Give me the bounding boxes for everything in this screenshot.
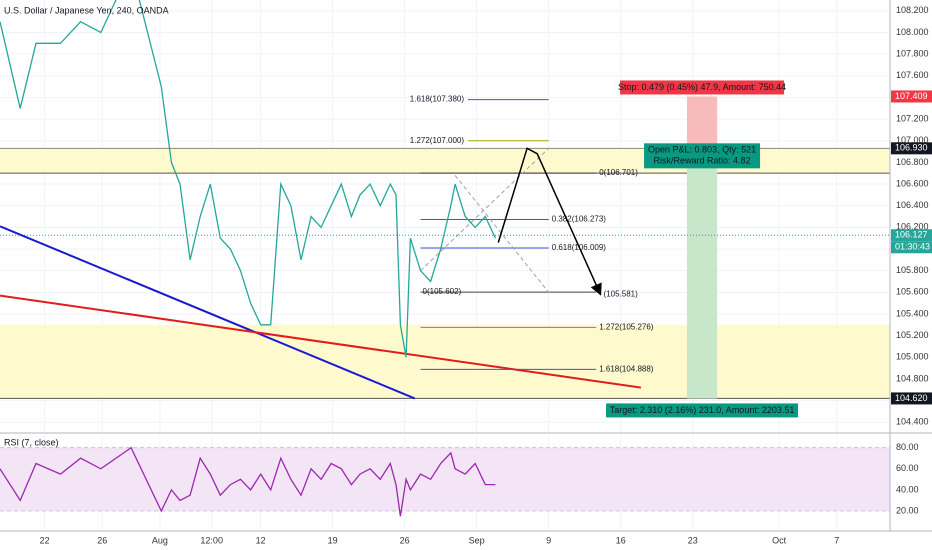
rsi-title: RSI (7, close) (4, 437, 59, 447)
y-tick-label: 105.000 (896, 352, 929, 362)
y-tick-label: 105.200 (896, 330, 929, 340)
position-label: Target: 2.310 (2.16%) 231.0, Amount: 220… (610, 405, 795, 415)
y-tick-label: 106.200 (896, 222, 929, 232)
rsi-tick-label: 60.00 (896, 463, 919, 473)
rsi-tick-label: 40.00 (896, 484, 919, 494)
price-pane: 1.618(107.380) 1.272(107.000) 0(106.701) 0.… (0, 0, 890, 432)
price-tag-label: 104.620 (895, 393, 928, 403)
x-tick-label: 23 (688, 535, 698, 545)
price-line (0, 0, 496, 358)
price-tag (891, 229, 932, 242)
fib-label: 0.382(106.273) (552, 215, 607, 224)
y-tick-label: 108.200 (896, 5, 929, 15)
position-label: Risk/Reward Ratio: 4.82 (654, 156, 751, 166)
fib-label: 0(106.701) (599, 168, 638, 177)
position-label-box (644, 143, 761, 169)
price-tag-label: 106.127 (895, 230, 928, 240)
rsi-pane (0, 435, 890, 530)
y-tick-label: 104.400 (896, 417, 929, 427)
x-tick-label: 26 (400, 535, 410, 545)
price-tag-label: 107.409 (895, 91, 928, 101)
position-label: Open P&L: 0.803, Qty: 521 (648, 145, 756, 155)
stop-zone (686, 96, 718, 149)
price-tag (891, 90, 932, 103)
fib-label: 1.272(107.000) (410, 136, 465, 145)
guide-line (454, 175, 550, 293)
x-tick-label: 12:00 (200, 535, 223, 545)
fib-label: 1.618(104.888) (599, 365, 654, 374)
trendline (0, 225, 416, 400)
y-tick-label: 105.400 (896, 308, 929, 318)
chart-title: U.S. Dollar / Japanese Yen, 240, OANDA (4, 5, 169, 15)
rsi-tick-label: 20.00 (896, 505, 919, 515)
y-tick-label: 108.000 (896, 27, 929, 37)
y-tick-label: 107.000 (896, 135, 929, 145)
guide-line (420, 147, 550, 272)
rsi-band (0, 447, 890, 511)
countdown-tag (891, 241, 932, 254)
y-tick-label: 107.200 (896, 113, 929, 123)
projection-arrow (497, 147, 602, 296)
position-label-box (606, 403, 799, 418)
y-tick-label: 105.600 (896, 287, 929, 297)
target-zone (686, 148, 718, 399)
rsi-line (0, 446, 496, 517)
x-tick-label: 7 (834, 535, 839, 545)
x-tick-label: 16 (616, 535, 626, 545)
y-tick-label: 107.600 (896, 70, 929, 80)
zone (0, 324, 890, 399)
y-tick-label: 105.800 (896, 265, 929, 275)
x-tick-label: Sep (469, 535, 485, 545)
x-tick-label: Aug (152, 535, 168, 545)
x-tick-label: 12 (256, 535, 266, 545)
y-tick-label: 106.600 (896, 178, 929, 188)
projection-label: (105.581) (604, 289, 639, 298)
price-tag (891, 142, 932, 155)
fib-label: 0(105.602) (423, 287, 462, 296)
position-label-box (620, 80, 785, 95)
y-tick-label: 106.800 (896, 157, 929, 167)
x-tick-label: 9 (546, 535, 551, 545)
rsi-tick-label: 80.00 (896, 442, 919, 452)
y-tick-label: 107.800 (896, 49, 929, 59)
y-tick-label: 106.400 (896, 200, 929, 210)
y-tick-label: 104.800 (896, 373, 929, 383)
price-tag (891, 392, 932, 405)
x-tick-label: 26 (97, 535, 107, 545)
x-tick-label: 22 (40, 535, 50, 545)
trendline (0, 294, 641, 389)
countdown: 01:30:43 (895, 242, 930, 252)
fib-label: 1.618(107.380) (410, 95, 465, 104)
x-tick-label: 19 (328, 535, 338, 545)
price-tag-label: 106.930 (895, 143, 928, 153)
x-tick-label: Oct (772, 535, 787, 545)
fib-label: 1.272(105.276) (599, 323, 654, 332)
position-label: Stop: 0.479 (0.45%) 47.9, Amount: 750.44 (618, 82, 786, 92)
